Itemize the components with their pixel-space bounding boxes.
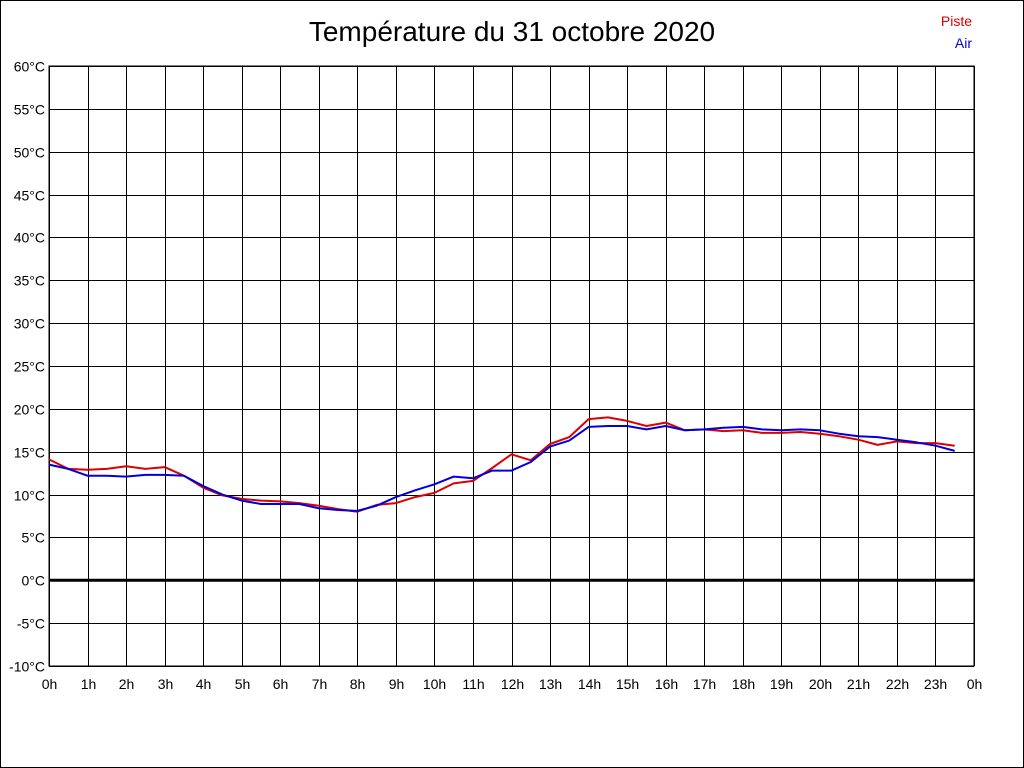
y-tick-label: 55°C bbox=[14, 102, 45, 118]
x-tick-label: 10h bbox=[423, 676, 446, 692]
x-tick-label: 1h bbox=[81, 676, 97, 692]
legend-entry-piste: Piste bbox=[940, 13, 972, 29]
y-tick-label: -10°C bbox=[9, 659, 45, 675]
y-tick-label: -5°C bbox=[17, 616, 45, 632]
series-line-air bbox=[48, 425, 955, 512]
x-tick-label: 2h bbox=[119, 676, 135, 692]
x-tick-label: 11h bbox=[462, 676, 484, 692]
series-line-piste bbox=[48, 416, 955, 513]
y-tick-label: 10°C bbox=[14, 488, 45, 504]
legend-entry-air: Air bbox=[954, 35, 972, 51]
x-tick-label: 6h bbox=[273, 676, 289, 692]
y-tick-label: 30°C bbox=[14, 316, 45, 332]
x-tick-label: 20h bbox=[809, 676, 832, 692]
x-tick-label: 0h bbox=[967, 676, 983, 692]
y-tick-label: 45°C bbox=[14, 188, 45, 204]
x-tick-label: 3h bbox=[158, 676, 174, 692]
y-tick-label: 60°C bbox=[14, 59, 45, 75]
y-tick-label: 40°C bbox=[14, 230, 45, 246]
y-tick-label: 0°C bbox=[22, 573, 46, 589]
chart-title: Température du 31 octobre 2020 bbox=[308, 16, 716, 47]
x-tick-label: 8h bbox=[350, 676, 366, 692]
x-tick-label: 22h bbox=[886, 676, 909, 692]
x-tick-label: 13h bbox=[539, 676, 562, 692]
x-tick-label: 17h bbox=[693, 676, 716, 692]
x-tick-label: 18h bbox=[732, 676, 755, 692]
x-tick-label: 15h bbox=[616, 676, 639, 692]
x-tick-label: 5h bbox=[235, 676, 251, 692]
x-tick-label: 12h bbox=[501, 676, 524, 692]
y-tick-label: 50°C bbox=[14, 145, 45, 161]
x-tick-label: 7h bbox=[312, 676, 328, 692]
x-tick-label: 16h bbox=[655, 676, 678, 692]
x-tick-label: 14h bbox=[578, 676, 601, 692]
x-tick-label: 4h bbox=[196, 676, 212, 692]
x-tick-label: 21h bbox=[847, 676, 870, 692]
x-tick-label: 19h bbox=[770, 676, 793, 692]
y-tick-label: 5°C bbox=[22, 530, 46, 546]
y-tick-label: 25°C bbox=[14, 359, 45, 375]
x-tick-label: 23h bbox=[924, 676, 947, 692]
x-tick-label: 9h bbox=[389, 676, 405, 692]
x-tick-label: 0h bbox=[42, 676, 58, 692]
y-tick-label: 35°C bbox=[14, 273, 45, 289]
y-tick-label: 15°C bbox=[14, 445, 45, 461]
y-tick-label: 20°C bbox=[14, 402, 45, 418]
